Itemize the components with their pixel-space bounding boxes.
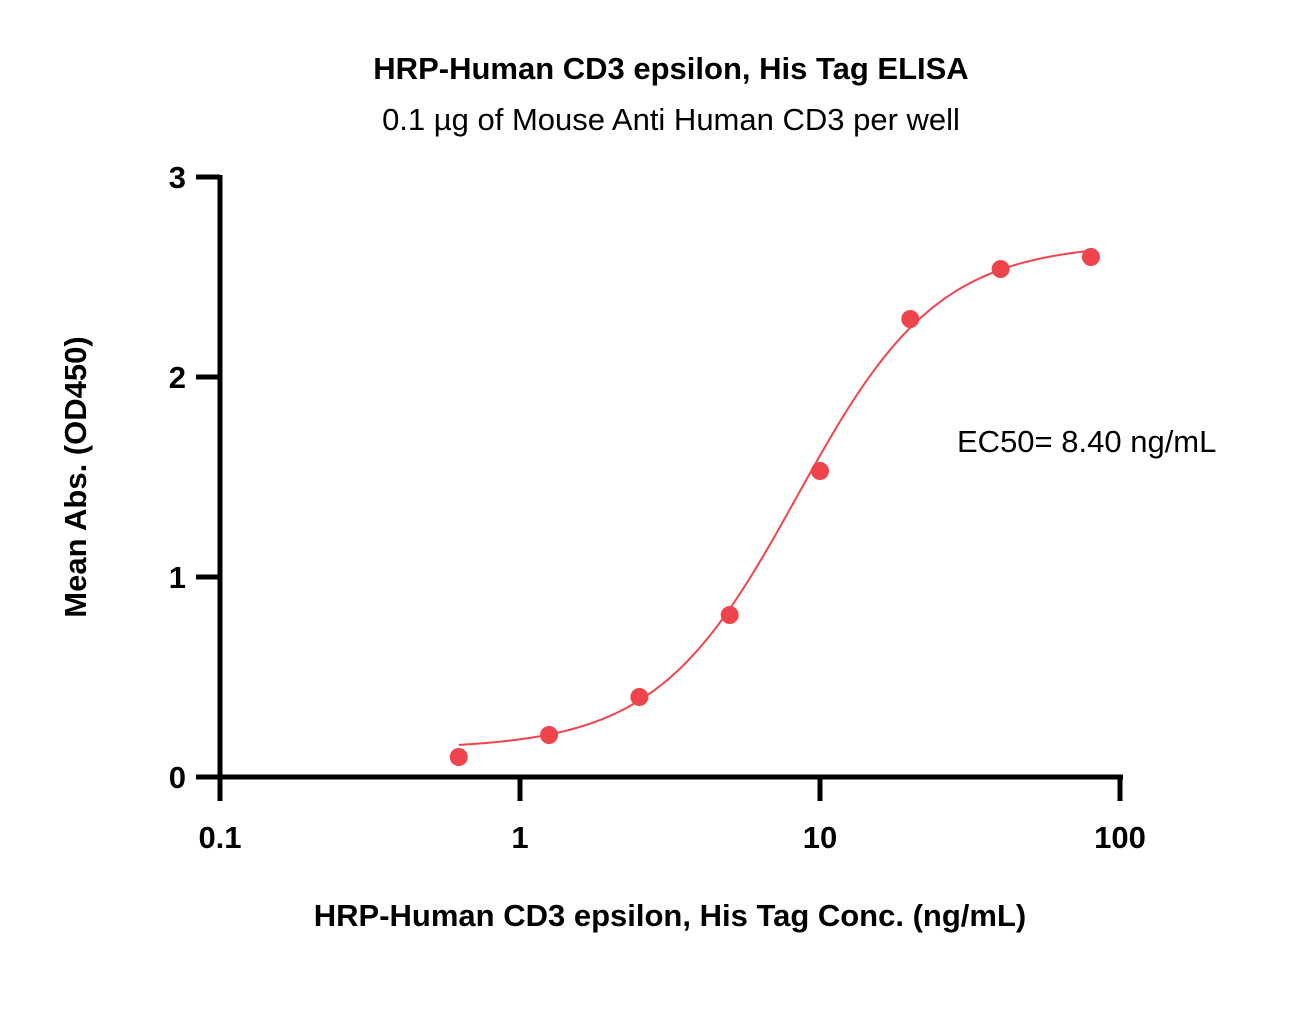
chart-title: HRP-Human CD3 epsilon, His Tag ELISA xyxy=(373,51,968,86)
y-tick-label: 3 xyxy=(169,160,186,195)
x-tick-label: 100 xyxy=(1094,820,1146,855)
ec50-annotation: EC50= 8.40 ng/mL xyxy=(957,424,1216,459)
y-axis: 0 1 2 3 xyxy=(169,160,223,795)
plot-area xyxy=(449,248,1100,766)
data-point xyxy=(540,726,559,744)
y-tick-label: 2 xyxy=(169,360,186,395)
data-point xyxy=(449,748,468,766)
x-tick-label: 10 xyxy=(803,820,837,855)
y-tick-label: 1 xyxy=(169,560,186,595)
x-axis: 0.1 1 10 100 xyxy=(198,774,1146,855)
x-tick-label: 1 xyxy=(511,820,528,855)
y-axis-label: Mean Abs. (OD450) xyxy=(58,336,93,617)
x-tick-label: 0.1 xyxy=(198,820,241,855)
data-point xyxy=(720,606,739,624)
data-point xyxy=(811,462,829,480)
data-point xyxy=(901,310,920,328)
chart-subtitle: 0.1 µg of Mouse Anti Human CD3 per well xyxy=(382,102,960,137)
data-point xyxy=(630,688,649,706)
x-axis-label: HRP-Human CD3 epsilon, His Tag Conc. (ng… xyxy=(314,898,1026,933)
data-point xyxy=(991,260,1010,278)
data-point xyxy=(1081,248,1100,266)
y-tick-label: 0 xyxy=(169,760,186,795)
fit-curve xyxy=(458,249,1092,746)
